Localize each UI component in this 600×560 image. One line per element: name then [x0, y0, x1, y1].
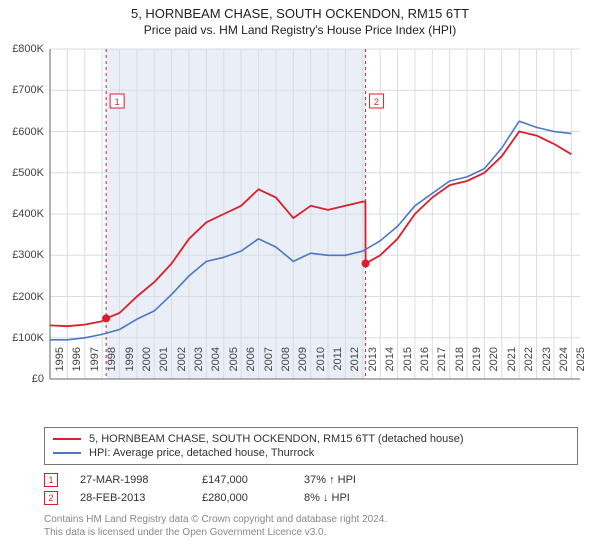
- x-axis-label: 2016: [419, 347, 431, 387]
- y-axis-label: £600K: [12, 126, 44, 138]
- svg-text:1: 1: [115, 97, 120, 107]
- footer-line-2: This data is licensed under the Open Gov…: [44, 526, 578, 539]
- svg-text:2: 2: [374, 97, 379, 107]
- legend-row-1: 5, HORNBEAM CHASE, SOUTH OCKENDON, RM15 …: [53, 432, 569, 446]
- x-axis-label: 1999: [124, 347, 136, 387]
- x-axis-label: 2007: [263, 347, 275, 387]
- x-axis-label: 2019: [471, 347, 483, 387]
- chart-title: 5, HORNBEAM CHASE, SOUTH OCKENDON, RM15 …: [0, 6, 600, 21]
- x-axis-label: 1997: [89, 347, 101, 387]
- x-axis-label: 2023: [541, 347, 553, 387]
- x-axis-label: 2008: [280, 347, 292, 387]
- y-axis-label: £0: [32, 373, 44, 385]
- x-axis-label: 2004: [210, 347, 222, 387]
- x-axis-label: 2014: [384, 347, 396, 387]
- legend-swatch-1: [53, 438, 81, 440]
- x-axis-label: 2009: [297, 347, 309, 387]
- sale-row-1: 1 27-MAR-1998 £147,000 37% ↑ HPI: [44, 471, 578, 489]
- x-axis-label: 2017: [436, 347, 448, 387]
- x-axis-label: 2002: [176, 347, 188, 387]
- sale-price-2: £280,000: [202, 492, 282, 504]
- sale-date-1: 27-MAR-1998: [80, 474, 180, 486]
- x-axis-label: 2006: [245, 347, 257, 387]
- footer: Contains HM Land Registry data © Crown c…: [44, 513, 578, 539]
- sale-pct-1: 37% ↑ HPI: [304, 474, 404, 486]
- chart-titles: 5, HORNBEAM CHASE, SOUTH OCKENDON, RM15 …: [0, 0, 600, 39]
- x-axis-label: 2012: [349, 347, 361, 387]
- sale-marker-2: 2: [44, 491, 58, 505]
- x-axis-label: 2013: [367, 347, 379, 387]
- sale-price-1: £147,000: [202, 474, 282, 486]
- y-axis-label: £500K: [12, 167, 44, 179]
- sale-row-2: 2 28-FEB-2013 £280,000 8% ↓ HPI: [44, 489, 578, 507]
- legend-row-2: HPI: Average price, detached house, Thur…: [53, 446, 569, 460]
- x-axis-label: 2024: [558, 347, 570, 387]
- x-axis-label: 1998: [106, 347, 118, 387]
- legend-label-1: 5, HORNBEAM CHASE, SOUTH OCKENDON, RM15 …: [89, 433, 464, 445]
- y-axis-label: £200K: [12, 291, 44, 303]
- x-axis-label: 2005: [228, 347, 240, 387]
- chart-subtitle: Price paid vs. HM Land Registry's House …: [0, 23, 600, 37]
- x-axis-label: 2011: [332, 347, 344, 387]
- x-axis-label: 2003: [193, 347, 205, 387]
- y-axis-label: £300K: [12, 249, 44, 261]
- x-axis-label: 1996: [71, 347, 83, 387]
- sale-marker-1: 1: [44, 473, 58, 487]
- x-axis-label: 2025: [575, 347, 587, 387]
- legend: 5, HORNBEAM CHASE, SOUTH OCKENDON, RM15 …: [44, 427, 578, 465]
- x-axis-label: 1995: [54, 347, 66, 387]
- y-axis-label: £700K: [12, 84, 44, 96]
- sale-pct-2: 8% ↓ HPI: [304, 492, 404, 504]
- sale-date-2: 28-FEB-2013: [80, 492, 180, 504]
- x-axis-label: 2021: [506, 347, 518, 387]
- x-axis-label: 2015: [402, 347, 414, 387]
- x-axis-label: 2022: [523, 347, 535, 387]
- x-axis-label: 2010: [315, 347, 327, 387]
- x-axis-label: 2018: [454, 347, 466, 387]
- x-axis-label: 2000: [141, 347, 153, 387]
- y-axis-label: £400K: [12, 208, 44, 220]
- y-axis-label: £800K: [12, 43, 44, 55]
- footer-line-1: Contains HM Land Registry data © Crown c…: [44, 513, 578, 526]
- sales-table: 1 27-MAR-1998 £147,000 37% ↑ HPI 2 28-FE…: [44, 471, 578, 507]
- chart-area: 1 2 £0 £100K £200K £300K £400K £500K £600K £700K…: [0, 39, 600, 419]
- y-axis-label: £100K: [12, 332, 44, 344]
- x-axis-label: 2020: [488, 347, 500, 387]
- legend-label-2: HPI: Average price, detached house, Thur…: [89, 447, 314, 459]
- legend-swatch-2: [53, 452, 81, 454]
- x-axis-label: 2001: [158, 347, 170, 387]
